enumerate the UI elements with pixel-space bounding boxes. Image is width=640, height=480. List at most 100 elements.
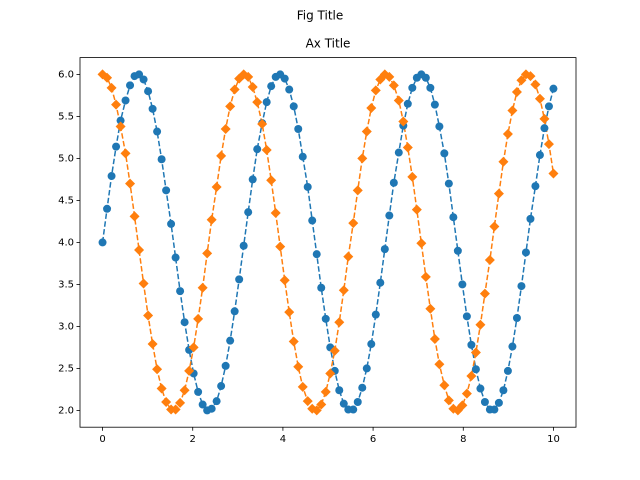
- x-tick-label: 10: [547, 434, 560, 445]
- marker: [235, 275, 244, 284]
- marker: [502, 129, 513, 140]
- marker: [302, 396, 313, 407]
- marker: [293, 361, 304, 372]
- marker: [389, 178, 398, 187]
- marker: [384, 71, 395, 82]
- y-tick-label: 2.0: [58, 405, 74, 416]
- marker: [111, 99, 122, 110]
- marker: [193, 313, 204, 324]
- y-tick-label: 2.5: [58, 363, 74, 374]
- marker: [125, 178, 136, 189]
- marker: [289, 102, 298, 111]
- marker: [358, 383, 367, 392]
- marker: [267, 82, 276, 91]
- marker: [188, 342, 199, 353]
- marker: [402, 142, 413, 153]
- marker: [367, 340, 376, 349]
- x-tick-label: 6: [370, 434, 376, 445]
- marker: [503, 366, 512, 375]
- marker: [244, 208, 253, 217]
- marker: [443, 395, 454, 406]
- marker: [275, 241, 286, 252]
- marker: [498, 156, 509, 167]
- y-tick-label: 6.0: [58, 69, 74, 80]
- marker: [480, 398, 489, 406]
- marker: [129, 211, 140, 222]
- marker: [216, 150, 227, 161]
- marker: [179, 385, 190, 396]
- series-line: [101, 73, 555, 412]
- marker: [248, 175, 257, 184]
- marker: [247, 82, 258, 92]
- marker: [184, 365, 195, 376]
- marker: [512, 314, 521, 322]
- marker: [308, 216, 317, 225]
- marker: [170, 404, 181, 415]
- marker: [143, 310, 154, 321]
- marker: [211, 181, 222, 192]
- marker: [176, 287, 185, 296]
- marker: [457, 400, 468, 411]
- y-tick-label: 3.5: [58, 279, 74, 290]
- marker: [103, 204, 112, 213]
- series-line: [102, 73, 555, 412]
- marker: [321, 314, 330, 323]
- marker: [102, 72, 113, 83]
- marker: [121, 96, 130, 105]
- marker: [530, 79, 541, 90]
- marker: [521, 248, 530, 257]
- marker: [511, 87, 522, 98]
- marker: [207, 404, 216, 413]
- marker: [440, 149, 449, 158]
- marker: [288, 336, 299, 347]
- marker: [171, 253, 180, 262]
- marker: [325, 368, 336, 379]
- marker: [540, 124, 549, 133]
- marker: [507, 105, 518, 116]
- marker: [543, 139, 554, 150]
- marker: [316, 399, 327, 410]
- y-tick-label: 3.0: [58, 321, 74, 332]
- marker: [385, 211, 394, 220]
- marker: [549, 84, 558, 93]
- marker: [470, 347, 481, 358]
- marker: [161, 397, 172, 407]
- marker: [157, 155, 166, 164]
- marker: [230, 307, 239, 316]
- marker: [357, 153, 368, 164]
- axes-frame: [79, 57, 577, 428]
- marker: [303, 182, 312, 191]
- marker: [194, 387, 203, 396]
- marker: [217, 382, 226, 391]
- marker: [162, 186, 171, 195]
- marker: [298, 152, 307, 161]
- marker: [525, 71, 536, 82]
- marker: [484, 255, 495, 266]
- marker: [312, 250, 321, 259]
- marker: [239, 241, 248, 250]
- marker: [116, 116, 125, 125]
- marker: [112, 142, 121, 151]
- marker: [221, 361, 230, 370]
- y-tick-label: 4.0: [58, 237, 74, 248]
- marker: [352, 185, 363, 196]
- marker: [435, 122, 444, 131]
- marker: [444, 179, 453, 188]
- marker: [317, 283, 326, 292]
- figure-title: Fig Title: [297, 9, 344, 23]
- marker: [411, 204, 422, 215]
- marker: [257, 118, 268, 129]
- marker: [366, 103, 377, 113]
- marker: [471, 365, 480, 374]
- marker: [425, 303, 436, 314]
- marker: [262, 98, 271, 107]
- x-tick-label: 8: [460, 434, 466, 445]
- marker: [544, 102, 553, 111]
- marker: [134, 244, 145, 255]
- marker: [284, 307, 295, 318]
- marker: [462, 312, 471, 321]
- marker: [461, 388, 472, 399]
- marker: [467, 340, 476, 349]
- marker: [508, 342, 517, 351]
- marker: [398, 116, 409, 127]
